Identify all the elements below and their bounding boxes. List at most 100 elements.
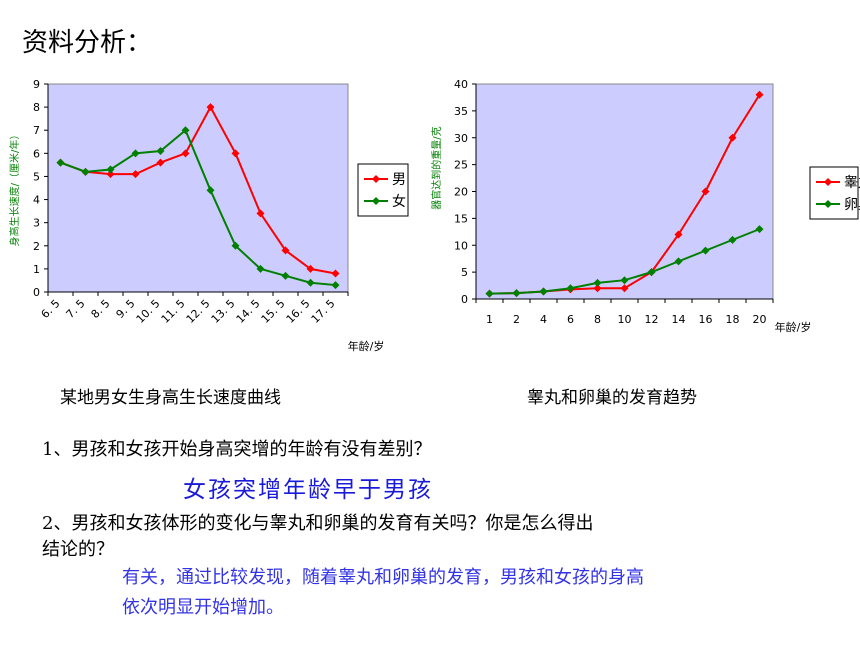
series-1-point <box>256 264 265 273</box>
y-tick-label: 25 <box>454 159 468 172</box>
question-2-line-1: 2、男孩和女孩体形的变化与睾丸和卵巢的发育有关吗？你是怎么得出 <box>42 513 594 534</box>
series-0-point <box>306 264 315 273</box>
legend-box <box>809 166 859 220</box>
y-axis-label: 身高生长速度/（厘米/年） <box>8 130 21 247</box>
series-1-point <box>106 165 115 174</box>
legend-label: 睾丸 <box>844 175 860 191</box>
series-1-point <box>206 186 215 195</box>
x-tick-label: 11. 5 <box>159 297 188 326</box>
x-tick-label: 7. 5 <box>64 297 88 321</box>
x-tick-label: 1 <box>486 313 493 326</box>
y-tick-label: 5 <box>33 170 40 183</box>
series-1-point <box>593 278 602 287</box>
series-line-1 <box>60 128 336 287</box>
legend-marker <box>824 200 832 208</box>
x-tick-label: 12 <box>645 313 659 326</box>
series-0-point <box>206 103 215 112</box>
x-tick-label: 14. 5 <box>234 297 263 326</box>
series-0-point <box>728 133 737 142</box>
legend-marker <box>372 197 380 205</box>
y-tick-label: 7 <box>33 124 40 137</box>
x-tick-label: 10 <box>618 313 632 326</box>
answer-2-line-2: 依次明显开始增加。 <box>122 597 284 618</box>
answer-2-line-1: 有关，通过比较发现，随着睾丸和卵巢的发育，男孩和女孩的身高 <box>122 567 644 588</box>
series-1-point <box>674 257 683 266</box>
x-tick-label: 8. 5 <box>89 297 113 321</box>
series-0-point <box>156 158 165 167</box>
x-tick-label: 10. 5 <box>134 297 163 326</box>
y-tick-label: 1 <box>33 263 40 276</box>
series-0-point <box>256 209 265 218</box>
series-line-0 <box>60 105 336 275</box>
x-tick-label: 17. 5 <box>309 297 338 326</box>
series-1-point <box>156 147 165 156</box>
y-tick-label: 4 <box>33 194 40 207</box>
series-0-point <box>593 284 602 293</box>
y-tick-label: 8 <box>33 101 40 114</box>
question-1: 1、男孩和女孩开始身高突增的年龄有没有差别？ <box>42 439 432 460</box>
series-1-point <box>539 287 548 296</box>
series-1-point <box>306 278 315 287</box>
x-tick-label: 12. 5 <box>184 297 213 326</box>
x-tick-label: 2 <box>513 313 520 326</box>
x-axis-label: 年龄/岁 <box>775 320 812 334</box>
chart2-caption: 睾丸和卵巢的发育趋势 <box>527 388 697 408</box>
y-tick-label: 20 <box>454 186 468 199</box>
answer-1: 女孩突增年龄早于男孩 <box>183 477 433 503</box>
x-tick-label: 8 <box>594 313 601 326</box>
series-1-point <box>566 284 575 293</box>
x-tick-label: 16 <box>699 313 713 326</box>
series-0-point <box>281 246 290 255</box>
y-tick-label: 3 <box>33 217 40 230</box>
y-tick-label: 0 <box>33 286 40 299</box>
series-1-point <box>81 167 90 176</box>
chart1-caption: 某地男女生身高生长速度曲线 <box>60 388 281 408</box>
legend-box <box>357 163 409 217</box>
x-tick-label: 13. 5 <box>209 297 238 326</box>
x-tick-label: 20 <box>753 313 767 326</box>
series-1-point <box>181 126 190 135</box>
series-0-point <box>701 187 710 196</box>
x-tick-label: 16. 5 <box>284 297 313 326</box>
series-1-point <box>512 289 521 298</box>
series-0-point <box>106 170 115 179</box>
legend-label: 女 <box>392 193 406 210</box>
series-1-point <box>485 289 494 298</box>
y-tick-label: 35 <box>454 105 468 118</box>
x-tick-label: 4 <box>540 313 547 326</box>
series-1-point <box>331 281 340 290</box>
organ-weight-chart: 051015202530354012468101214161820睾丸卵巢器官达… <box>430 78 860 334</box>
y-tick-label: 40 <box>454 78 468 91</box>
question-2-line-2: 结论的？ <box>42 539 114 560</box>
x-tick-label: 18 <box>726 313 740 326</box>
series-0-point <box>755 90 764 99</box>
y-tick-label: 9 <box>33 78 40 91</box>
series-1-point <box>281 271 290 280</box>
series-1-point <box>620 276 629 285</box>
series-1-point <box>728 235 737 244</box>
series-1-point <box>701 246 710 255</box>
series-0-point <box>620 284 629 293</box>
y-tick-label: 0 <box>461 293 468 306</box>
series-0-point <box>131 170 140 179</box>
x-tick-label: 6. 5 <box>39 297 63 321</box>
y-tick-label: 15 <box>454 212 468 225</box>
plot-area <box>47 83 349 293</box>
series-1-point <box>755 225 764 234</box>
x-tick-label: 14 <box>672 313 686 326</box>
y-axis-label: 器官达到的重量/克 <box>430 126 443 209</box>
page-heading: 资料分析： <box>22 28 153 58</box>
legend-marker <box>824 178 832 186</box>
legend-label: 卵巢 <box>844 197 860 213</box>
series-0-point <box>231 149 240 158</box>
x-axis-label: 年龄/岁 <box>348 339 385 353</box>
x-tick-label: 15. 5 <box>259 297 288 326</box>
y-tick-label: 30 <box>454 132 468 145</box>
series-1-point <box>56 158 65 167</box>
y-tick-label: 5 <box>461 266 468 279</box>
y-tick-label: 10 <box>454 239 468 252</box>
series-1-point <box>231 241 240 250</box>
series-1-point <box>131 149 140 158</box>
legend-label: 男 <box>392 172 406 188</box>
